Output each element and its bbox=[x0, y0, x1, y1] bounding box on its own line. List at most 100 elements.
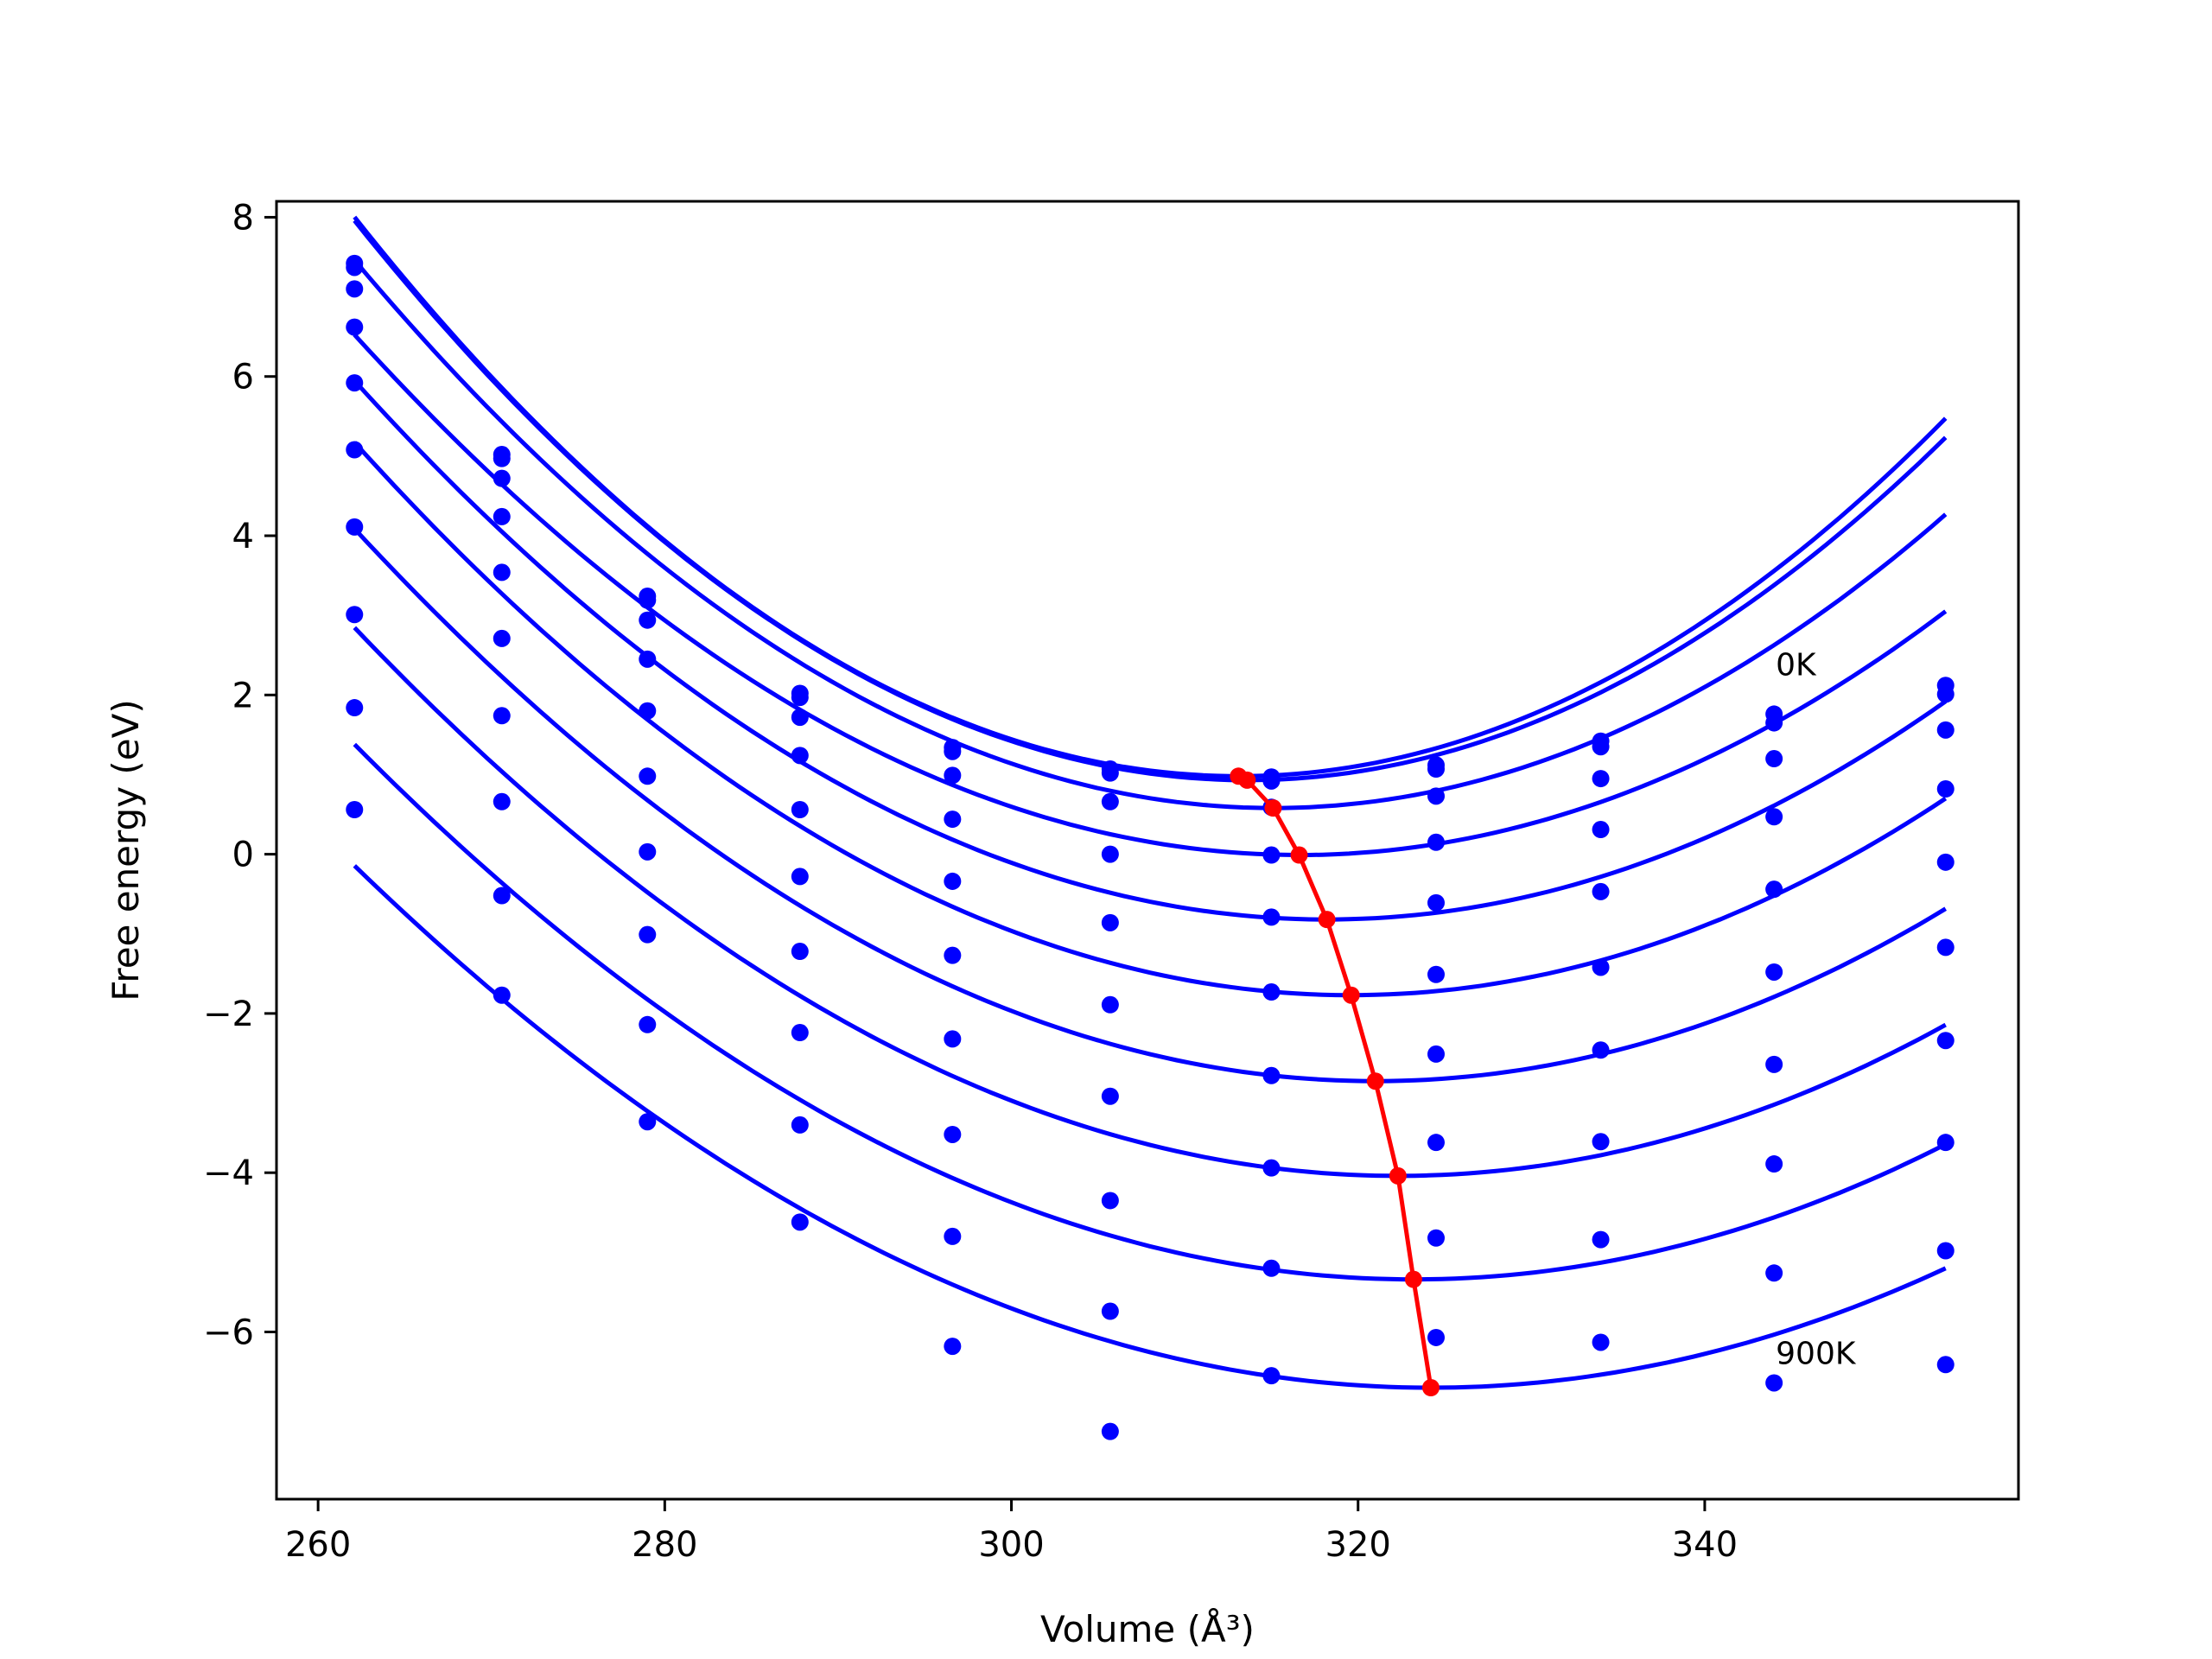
data-point bbox=[1592, 1230, 1610, 1249]
data-point bbox=[1936, 1356, 1955, 1374]
data-point bbox=[493, 563, 511, 582]
data-point bbox=[1765, 1155, 1783, 1173]
x-tick-label: 260 bbox=[285, 1525, 351, 1565]
minimum-point bbox=[1366, 1072, 1384, 1090]
fit-curve-8 bbox=[353, 742, 1947, 1282]
data-point bbox=[639, 702, 657, 720]
data-point bbox=[944, 1338, 962, 1356]
data-point bbox=[493, 792, 511, 810]
data-point bbox=[1592, 821, 1610, 839]
data-point bbox=[346, 258, 364, 276]
minimum-point bbox=[1238, 771, 1256, 789]
data-point bbox=[1592, 1133, 1610, 1151]
curve-annotation: 0K bbox=[1776, 647, 1817, 683]
data-point bbox=[1262, 1259, 1281, 1277]
data-point bbox=[1592, 958, 1610, 976]
fit-curve-5 bbox=[353, 441, 1948, 998]
data-point bbox=[944, 742, 962, 760]
data-point bbox=[346, 441, 364, 459]
x-axis: 260 280 300 320 340 bbox=[285, 1499, 1738, 1565]
data-point bbox=[1765, 714, 1783, 732]
fit-curve-4 bbox=[353, 379, 1948, 922]
x-tick-label: 300 bbox=[978, 1525, 1044, 1565]
data-point bbox=[1262, 1367, 1281, 1385]
data-point bbox=[1592, 770, 1610, 788]
y-tick-label: 6 bbox=[232, 358, 254, 397]
data-point bbox=[493, 507, 511, 525]
data-point bbox=[791, 1024, 809, 1042]
data-point bbox=[1765, 1374, 1783, 1392]
plot-area bbox=[346, 215, 1955, 1440]
annotations: 0K 900K bbox=[1776, 647, 1857, 1371]
fit-curve-9 bbox=[353, 864, 1947, 1390]
data-point bbox=[639, 842, 657, 861]
y-tick-label: 0 bbox=[232, 836, 254, 875]
data-point bbox=[944, 810, 962, 829]
data-point bbox=[791, 1213, 809, 1231]
data-point bbox=[1427, 1229, 1445, 1247]
data-point bbox=[1262, 908, 1281, 926]
x-tick-label: 340 bbox=[1672, 1525, 1738, 1565]
curve-annotation: 900K bbox=[1776, 1336, 1857, 1371]
data-point bbox=[1427, 893, 1445, 912]
data-point bbox=[493, 986, 511, 1004]
data-point bbox=[1101, 1192, 1119, 1210]
x-tick-label: 320 bbox=[1325, 1525, 1391, 1565]
data-point bbox=[944, 872, 962, 890]
data-point bbox=[1427, 760, 1445, 779]
data-point bbox=[1101, 913, 1119, 931]
fit-curve-7 bbox=[353, 626, 1947, 1179]
data-point bbox=[346, 280, 364, 298]
data-point bbox=[346, 606, 364, 624]
fit-curve-2 bbox=[353, 258, 1948, 810]
data-point bbox=[1101, 792, 1119, 810]
data-point bbox=[1427, 1328, 1445, 1346]
data-point bbox=[1101, 1422, 1119, 1440]
fit-curve-6 bbox=[353, 527, 1947, 1084]
minimum-point bbox=[1421, 1378, 1440, 1396]
data-point bbox=[346, 801, 364, 819]
data-point bbox=[346, 699, 364, 717]
minimum-point bbox=[1389, 1166, 1407, 1185]
data-point bbox=[944, 1227, 962, 1245]
data-point bbox=[1262, 846, 1281, 864]
y-tick-label: −6 bbox=[203, 1313, 254, 1352]
data-point bbox=[346, 518, 364, 536]
data-point bbox=[1936, 853, 1955, 871]
data-point bbox=[639, 925, 657, 944]
data-point bbox=[493, 629, 511, 647]
data-point bbox=[1592, 738, 1610, 756]
data-point bbox=[1262, 1159, 1281, 1177]
x-axis-title: Volume (Å³) bbox=[1040, 1607, 1255, 1650]
axes-frame bbox=[275, 200, 2020, 1501]
data-point bbox=[944, 946, 962, 964]
data-point bbox=[493, 887, 511, 905]
data-point bbox=[493, 449, 511, 467]
data-point bbox=[1427, 1134, 1445, 1152]
data-point bbox=[1936, 780, 1955, 798]
data-point bbox=[493, 469, 511, 487]
data-point bbox=[791, 868, 809, 886]
data-point bbox=[1765, 1264, 1783, 1282]
data-point bbox=[1765, 880, 1783, 899]
minimum-point bbox=[1404, 1270, 1422, 1288]
data-point bbox=[791, 747, 809, 765]
data-point bbox=[1427, 1045, 1445, 1063]
y-tick-label: −2 bbox=[203, 995, 254, 1034]
data-point bbox=[791, 801, 809, 819]
y-tick-label: 4 bbox=[232, 517, 254, 556]
data-point bbox=[1262, 1066, 1281, 1084]
data-point bbox=[1592, 1333, 1610, 1351]
data-point bbox=[1765, 963, 1783, 981]
data-point bbox=[1592, 1041, 1610, 1059]
data-point bbox=[1101, 764, 1119, 782]
minimum-point bbox=[1264, 799, 1282, 817]
data-point bbox=[1936, 1134, 1955, 1152]
data-point bbox=[1101, 1302, 1119, 1320]
data-point bbox=[944, 1125, 962, 1143]
data-point bbox=[346, 318, 364, 336]
data-point bbox=[1262, 772, 1281, 790]
data-point bbox=[639, 1015, 657, 1033]
